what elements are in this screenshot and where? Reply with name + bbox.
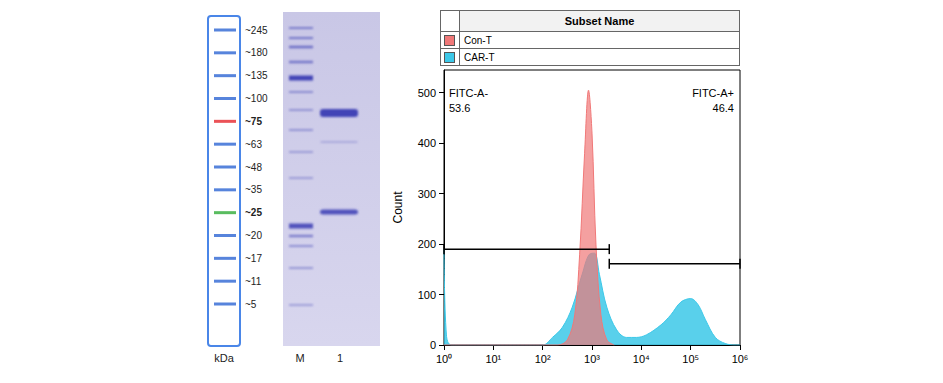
svg-text:~5: ~5: [245, 299, 257, 310]
svg-text:~35: ~35: [245, 184, 262, 195]
svg-text:kDa: kDa: [214, 352, 234, 364]
svg-text:~100: ~100: [245, 93, 268, 104]
svg-text:10⁰: 10⁰: [436, 353, 452, 365]
svg-text:~63: ~63: [245, 139, 262, 150]
svg-text:10²: 10²: [535, 353, 551, 365]
svg-text:10⁴: 10⁴: [633, 353, 650, 365]
svg-text:0: 0: [430, 339, 436, 351]
svg-text:400: 400: [418, 137, 436, 149]
svg-text:M: M: [295, 352, 304, 364]
svg-text:~25: ~25: [245, 207, 262, 218]
svg-text:FITC-A-: FITC-A-: [449, 87, 488, 99]
svg-text:100: 100: [418, 289, 436, 301]
svg-text:200: 200: [418, 238, 436, 250]
svg-text:~20: ~20: [245, 230, 262, 241]
svg-text:10⁶: 10⁶: [732, 353, 749, 365]
svg-text:~17: ~17: [245, 253, 262, 264]
svg-text:53.6: 53.6: [449, 102, 470, 114]
svg-text:10¹: 10¹: [485, 353, 501, 365]
html-text:CAR-T: CAR-T: [464, 51, 495, 63]
svg-text:~75: ~75: [245, 116, 262, 127]
html-text:Subset Name: Subset Name: [564, 15, 635, 27]
svg-text:Count: Count: [391, 191, 405, 224]
svg-text:10⁵: 10⁵: [682, 353, 699, 365]
svg-text:~48: ~48: [245, 162, 262, 173]
html-text:Con-T: Con-T: [464, 34, 492, 46]
svg-text:~245: ~245: [245, 25, 268, 36]
svg-text:FITC-A+: FITC-A+: [692, 87, 734, 99]
svg-text:300: 300: [418, 188, 436, 200]
svg-text:500: 500: [418, 87, 436, 99]
svg-text:~180: ~180: [245, 47, 268, 58]
svg-text:~135: ~135: [245, 70, 268, 81]
svg-text:46.4: 46.4: [713, 102, 734, 114]
svg-text:~11: ~11: [245, 276, 262, 287]
svg-text:10³: 10³: [584, 353, 600, 365]
svg-text:1: 1: [337, 352, 343, 364]
